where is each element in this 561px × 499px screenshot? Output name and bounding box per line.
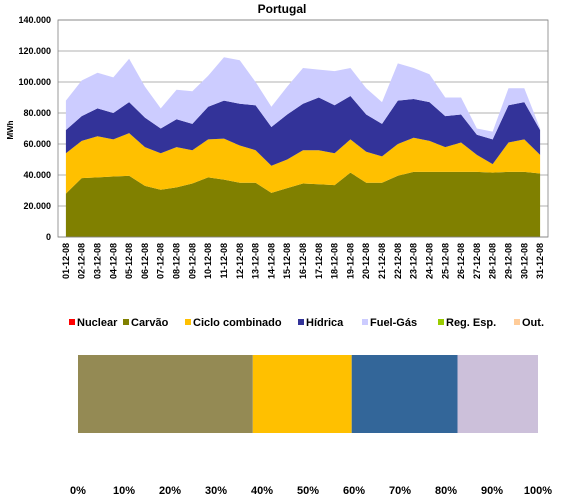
x-tick-label: 06-12-08 bbox=[140, 243, 150, 279]
x-tick-label: 50% bbox=[297, 485, 319, 497]
x-tick-label: 25-12-08 bbox=[440, 243, 450, 279]
x-tick-label: 05-12-08 bbox=[124, 243, 134, 279]
y-tick-label: 100.000 bbox=[18, 77, 51, 87]
y-tick-label: 120.000 bbox=[18, 46, 51, 56]
x-tick-label: 07-12-08 bbox=[156, 243, 166, 279]
y-tick-label: 60.000 bbox=[23, 139, 51, 149]
x-tick-label: 17-12-08 bbox=[314, 243, 324, 279]
legend-swatch bbox=[514, 319, 520, 325]
x-tick-label: 04-12-08 bbox=[108, 243, 118, 279]
x-tick-label: 90% bbox=[481, 485, 503, 497]
legend-swatch bbox=[123, 319, 129, 325]
x-tick-label: 60% bbox=[343, 485, 365, 497]
legend-label: Ciclo combinado bbox=[193, 317, 282, 329]
x-tick-label: 03-12-08 bbox=[93, 243, 103, 279]
x-tick-label: 100% bbox=[524, 485, 552, 497]
x-tick-label: 13-12-08 bbox=[251, 243, 261, 279]
x-tick-label: 23-12-08 bbox=[409, 243, 419, 279]
x-tick-label: 09-12-08 bbox=[187, 243, 197, 279]
area bbox=[65, 95, 541, 166]
x-tick-label: 15-12-08 bbox=[282, 243, 292, 279]
area bbox=[65, 133, 541, 194]
chart-title: Portugal bbox=[258, 2, 307, 16]
x-tick-label: 40% bbox=[251, 485, 273, 497]
legend-label: Fuel-Gás bbox=[370, 317, 417, 329]
x-tick-label: 08-12-08 bbox=[172, 243, 182, 279]
x-tick-label: 21-12-08 bbox=[377, 243, 387, 279]
x-tick-label: 31-12-08 bbox=[535, 243, 545, 279]
x-tick-label: 02-12-08 bbox=[77, 243, 87, 279]
x-tick-label: 10-12-08 bbox=[203, 243, 213, 279]
x-tick-label: 11-12-08 bbox=[219, 243, 229, 279]
y-tick-label: 80.000 bbox=[23, 108, 51, 118]
bar-segment bbox=[78, 355, 253, 433]
x-tick-label: 14-12-08 bbox=[266, 243, 276, 279]
x-tick-label: 19-12-08 bbox=[345, 243, 355, 279]
legend-label: Reg. Esp. bbox=[446, 317, 496, 329]
legend-label: Carvão bbox=[131, 317, 169, 329]
area bbox=[65, 57, 541, 140]
legend-swatch bbox=[185, 319, 191, 325]
x-tick-label: 29-12-08 bbox=[503, 243, 513, 279]
area bbox=[65, 171, 541, 237]
plot-border bbox=[57, 19, 549, 238]
legend-label: Out. bbox=[522, 317, 544, 329]
x-tick-label: 16-12-08 bbox=[298, 243, 308, 279]
x-tick-label: 28-12-08 bbox=[488, 243, 498, 279]
x-tick-label: 12-12-08 bbox=[235, 243, 245, 279]
y-tick-label: 40.000 bbox=[23, 170, 51, 180]
x-tick-label: 18-12-08 bbox=[330, 243, 340, 279]
y-tick-label: 0 bbox=[46, 232, 51, 242]
x-tick-label: 27-12-08 bbox=[472, 243, 482, 279]
x-tick-label: 0% bbox=[70, 485, 86, 497]
bar-segment bbox=[351, 355, 458, 433]
legend-label: Nuclear bbox=[77, 317, 118, 329]
x-tick-label: 22-12-08 bbox=[393, 243, 403, 279]
y-axis-label: MWh bbox=[6, 120, 15, 139]
x-tick-label: 20% bbox=[159, 485, 181, 497]
x-tick-label: 70% bbox=[389, 485, 411, 497]
y-tick-label: 20.000 bbox=[23, 201, 51, 211]
bar-segment bbox=[457, 355, 538, 433]
x-tick-label: 30-12-08 bbox=[519, 243, 529, 279]
x-tick-label: 20-12-08 bbox=[361, 243, 371, 279]
legend-swatch bbox=[298, 319, 304, 325]
x-tick-label: 01-12-08 bbox=[61, 243, 71, 279]
legend-swatch bbox=[438, 319, 444, 325]
x-tick-label: 10% bbox=[113, 485, 135, 497]
legend-swatch bbox=[362, 319, 368, 325]
x-tick-label: 24-12-08 bbox=[424, 243, 434, 279]
legend-swatch bbox=[69, 319, 75, 325]
bar-segment bbox=[252, 355, 352, 433]
legend-label: Hídrica bbox=[306, 317, 344, 329]
y-tick-label: 140.000 bbox=[18, 15, 51, 25]
x-tick-label: 26-12-08 bbox=[456, 243, 466, 279]
x-tick-label: 80% bbox=[435, 485, 457, 497]
x-tick-label: 30% bbox=[205, 485, 227, 497]
